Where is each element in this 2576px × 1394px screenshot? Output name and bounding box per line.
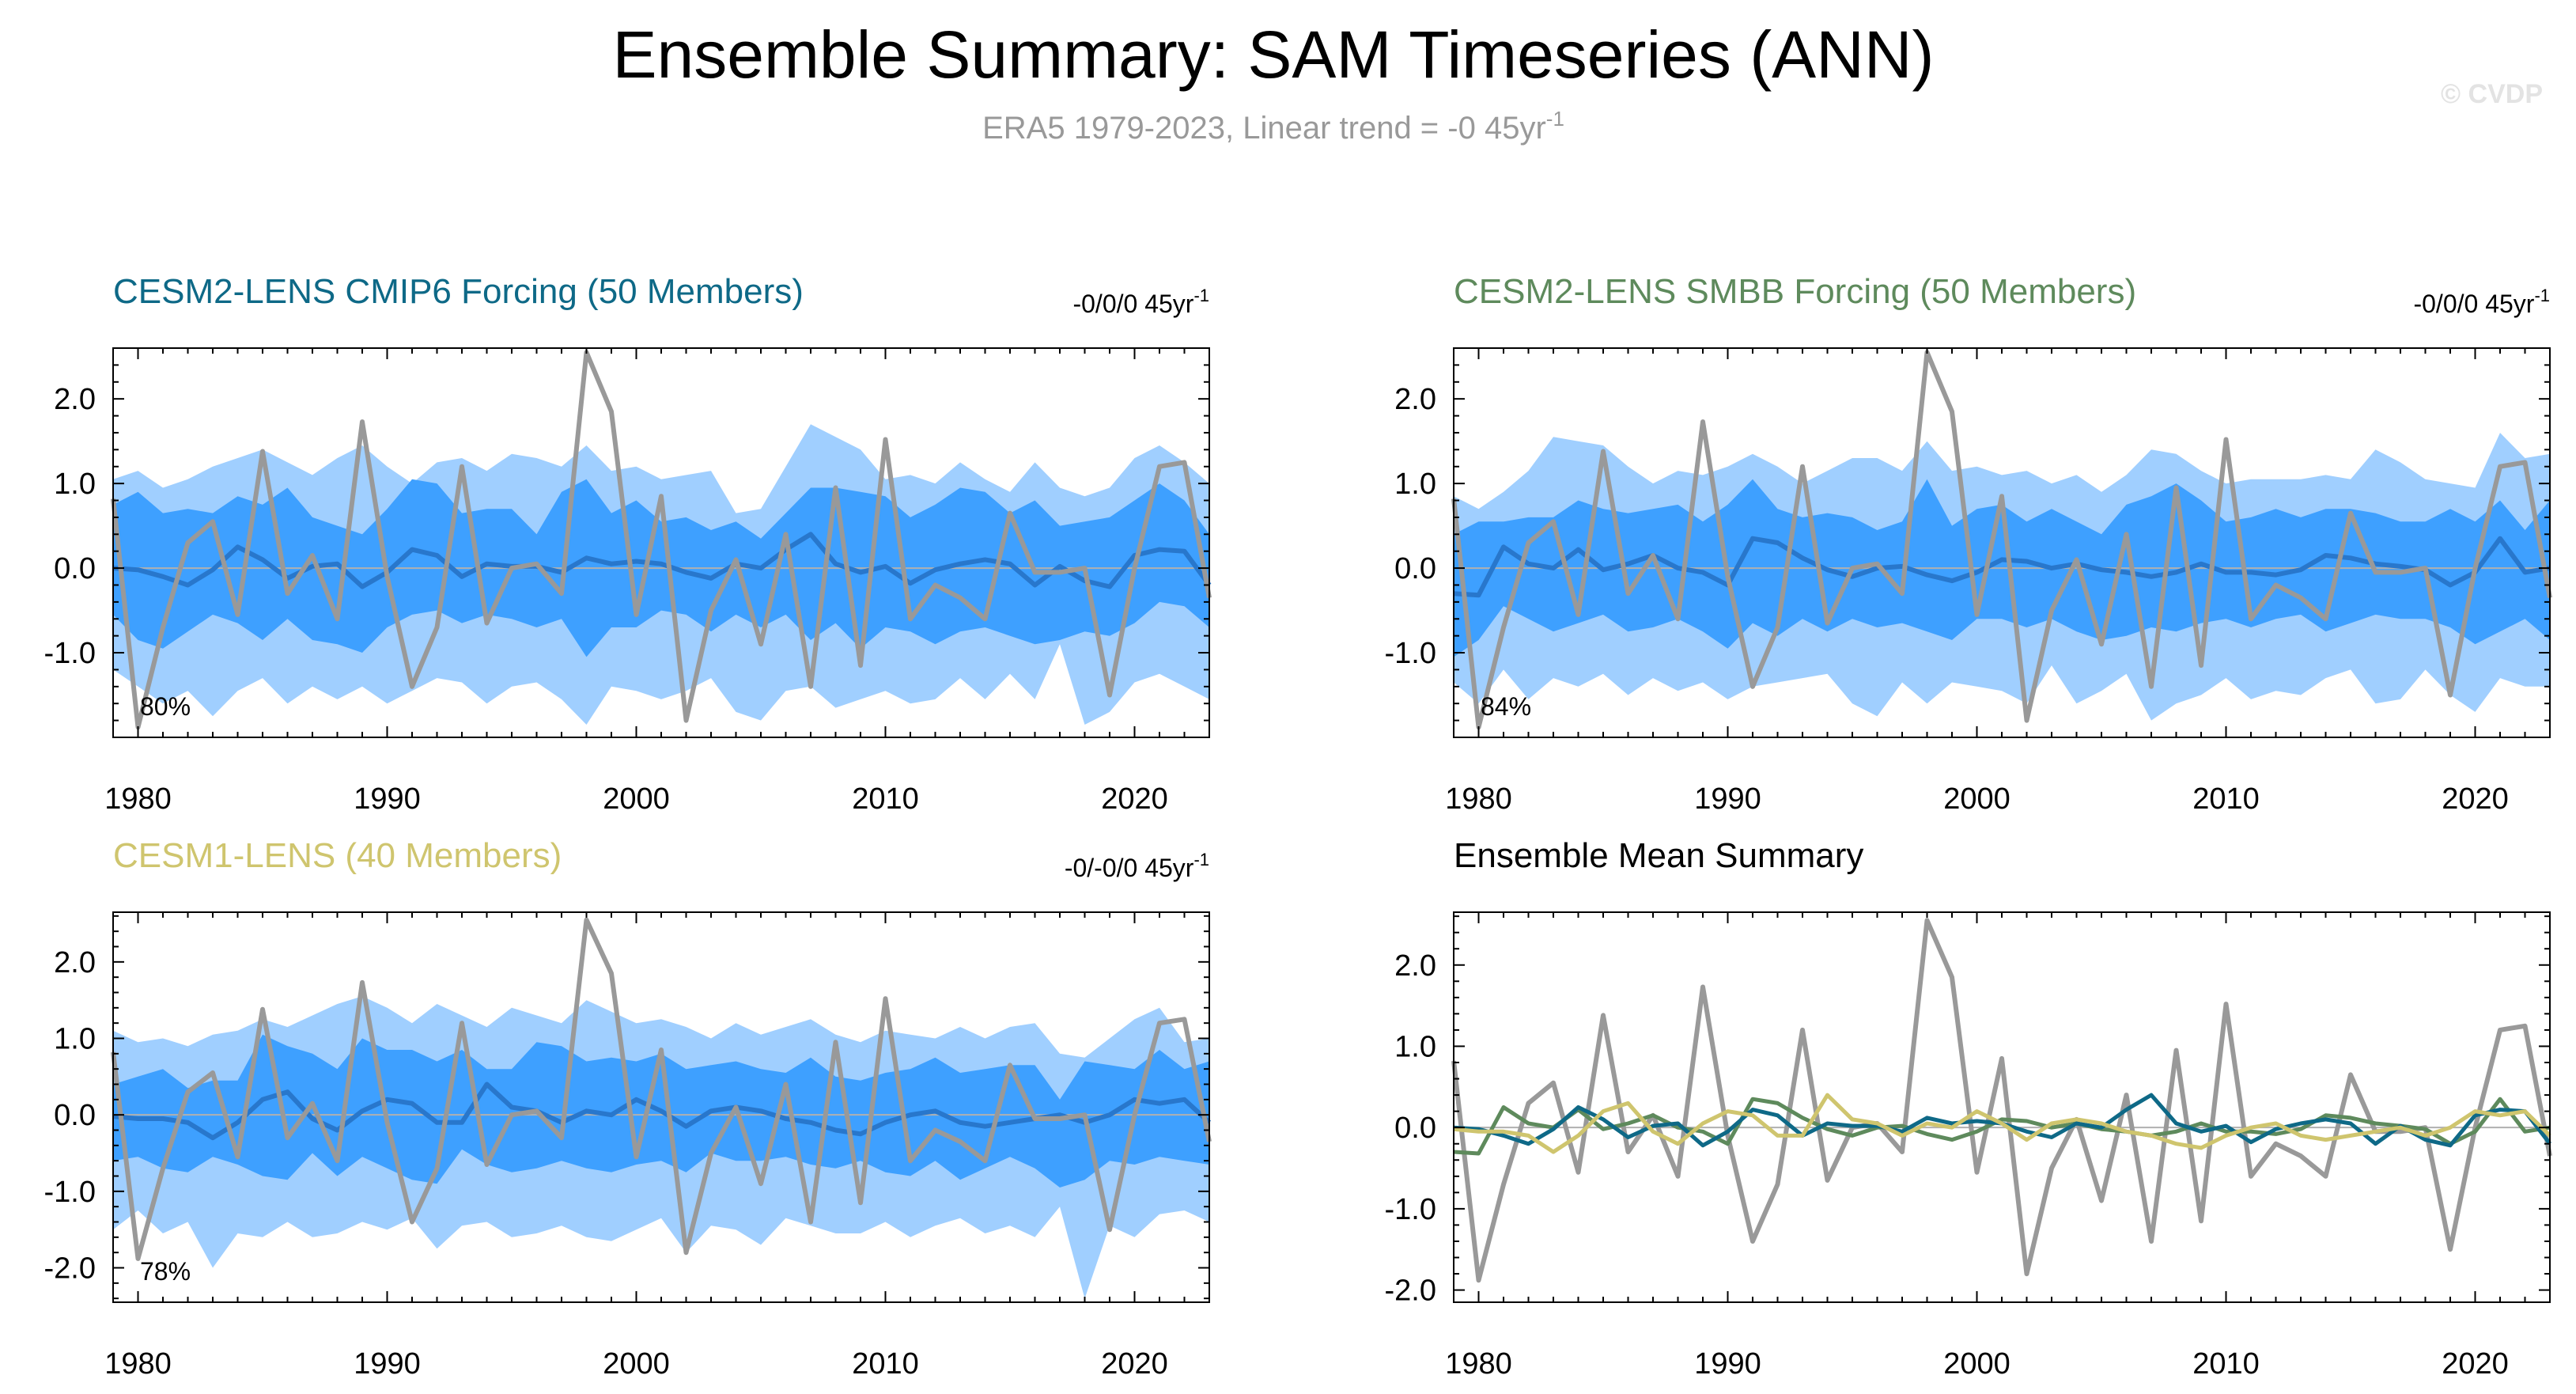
y-tick-label: -1.0 bbox=[44, 1176, 96, 1209]
x-tick-label: 2000 bbox=[1943, 1347, 2010, 1381]
percent-label: 80% bbox=[140, 692, 191, 721]
trend-superscript: -1 bbox=[2534, 286, 2550, 305]
subtitle-text: ERA5 1979-2023, Linear trend = -0 45yr bbox=[982, 111, 1546, 146]
x-tick-label: 2020 bbox=[2442, 782, 2509, 816]
trend-label: -0/0/0 45yr-1 bbox=[1072, 286, 1209, 318]
x-tick-label: 1980 bbox=[104, 782, 172, 816]
x-tick-label: 1980 bbox=[1445, 1347, 1512, 1381]
x-tick-label: 1980 bbox=[1445, 782, 1512, 816]
y-tick-label: -1.0 bbox=[44, 637, 96, 670]
series-line-observed bbox=[111, 917, 1212, 1261]
panel-title: Ensemble Mean Summary bbox=[1454, 836, 1863, 875]
y-tick-label: 2.0 bbox=[54, 383, 96, 416]
series-line-ensemble-mean bbox=[112, 1081, 1212, 1141]
trend-superscript: -1 bbox=[1193, 850, 1209, 869]
y-tick-label: -2.0 bbox=[1385, 1275, 1436, 1308]
panel-title: CESM1-LENS (40 Members) bbox=[113, 836, 562, 875]
trend-text: -0/-0/0 45yr bbox=[1065, 854, 1194, 882]
x-tick-label: 2000 bbox=[603, 1347, 670, 1381]
x-tick-label: 2020 bbox=[1101, 782, 1168, 816]
x-tick-label: 1980 bbox=[104, 1347, 172, 1381]
panel-cesm1: 1980 1990 2000 2010 2020 -2.0 -1.0 0.0 1.0 2.0 CES… bbox=[44, 836, 1212, 1381]
y-tick-label: -1.0 bbox=[1385, 1193, 1436, 1226]
y-tick-label: 0.0 bbox=[54, 552, 96, 585]
x-tick-label: 2000 bbox=[1943, 782, 2010, 816]
panel-title: CESM2-LENS CMIP6 Forcing (50 Members) bbox=[113, 272, 804, 311]
percent-label: 84% bbox=[1481, 692, 1531, 721]
trend-text: -0/0/0 45yr bbox=[1072, 290, 1193, 318]
figure-subtitle: ERA5 1979-2023, Linear trend = -0 45yr-1 bbox=[982, 107, 1564, 146]
x-tick-label: 1990 bbox=[1694, 1347, 1761, 1381]
trend-superscript: -1 bbox=[1193, 286, 1209, 305]
series-line-cesm1 bbox=[1453, 1093, 2551, 1154]
trend-label: -0/0/0 45yr-1 bbox=[2413, 286, 2550, 318]
panel-ensemble_mean_summary: 1980 1990 2000 2010 2020 -2.0 -1.0 0.0 1.0 2.0 Ens… bbox=[1385, 836, 2552, 1381]
x-tick-label: 2020 bbox=[1101, 1347, 1168, 1381]
y-tick-label: -1.0 bbox=[1385, 637, 1436, 670]
x-tick-label: 2010 bbox=[2192, 1347, 2260, 1381]
x-tick-label: 2020 bbox=[2442, 1347, 2509, 1381]
x-tick-label: 1990 bbox=[354, 1347, 421, 1381]
series-line-observed bbox=[111, 350, 1212, 730]
y-tick-label: 2.0 bbox=[54, 946, 96, 979]
panel-cesm2_cmip6: 1980 1990 2000 2010 2020 -1.0 0.0 1.0 2.0 CESM2-L… bbox=[44, 272, 1212, 816]
watermark: © CVDP bbox=[2441, 79, 2543, 109]
subtitle-superscript: -1 bbox=[1546, 107, 1564, 131]
series-line-observed bbox=[1451, 918, 2552, 1283]
y-tick-label: 1.0 bbox=[1394, 1030, 1436, 1063]
figure-title: Ensemble Summary: SAM Timeseries (ANN) bbox=[612, 17, 1934, 92]
y-tick-label: 0.0 bbox=[1394, 1112, 1436, 1145]
percent-label: 78% bbox=[140, 1257, 191, 1286]
y-tick-label: -2.0 bbox=[44, 1252, 96, 1286]
trend-label: -0/-0/0 45yr-1 bbox=[1065, 850, 1209, 882]
x-tick-label: 2010 bbox=[852, 782, 919, 816]
series-line-observed bbox=[1451, 350, 2552, 730]
x-tick-label: 2010 bbox=[852, 1347, 919, 1381]
x-tick-label: 2010 bbox=[2192, 782, 2260, 816]
trend-text: -0/0/0 45yr bbox=[2413, 290, 2534, 318]
series-line-cesm2-smbb bbox=[1453, 1097, 2551, 1156]
y-tick-label: 2.0 bbox=[1394, 383, 1436, 416]
y-tick-label: 0.0 bbox=[54, 1099, 96, 1132]
panel-title: CESM2-LENS SMBB Forcing (50 Members) bbox=[1454, 272, 2136, 311]
x-tick-label: 1990 bbox=[354, 782, 421, 816]
x-tick-label: 1990 bbox=[1694, 782, 1761, 816]
series-line-ensemble-mean bbox=[112, 532, 1212, 589]
y-tick-label: 1.0 bbox=[1394, 468, 1436, 501]
y-tick-label: 0.0 bbox=[1394, 552, 1436, 585]
y-tick-label: 2.0 bbox=[1394, 949, 1436, 983]
x-tick-label: 2000 bbox=[603, 782, 670, 816]
y-tick-label: 1.0 bbox=[54, 1023, 96, 1056]
y-tick-label: 1.0 bbox=[54, 468, 96, 501]
panel-cesm2_smbb: 1980 1990 2000 2010 2020 -1.0 0.0 1.0 2.0 CESM2-L… bbox=[1385, 272, 2552, 816]
series-line-ensemble-mean bbox=[1453, 536, 2551, 598]
